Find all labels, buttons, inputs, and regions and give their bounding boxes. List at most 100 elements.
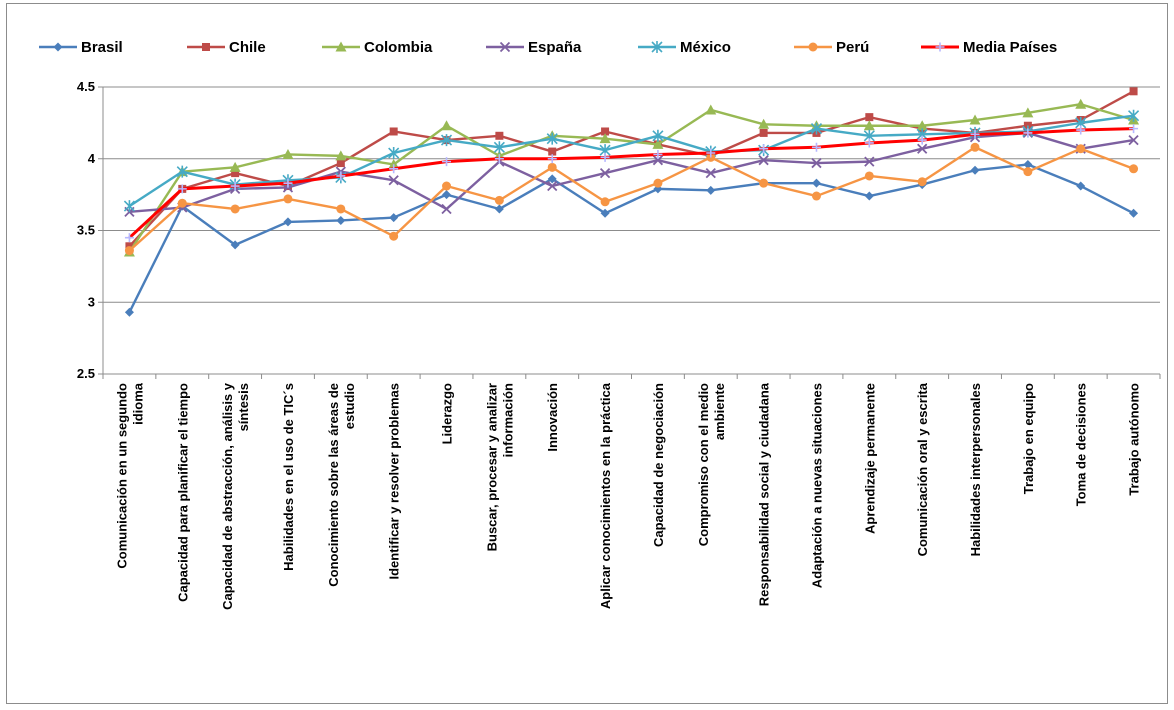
data-point [493,141,505,154]
series-line [128,114,1134,208]
x-tick-label: Buscar, procesar y analizarinformación [484,383,515,551]
data-point [336,204,346,214]
data-point [389,231,399,241]
data-point [494,204,504,214]
legend-item-media-paises: Media Países [921,39,1057,56]
legend-marker [651,41,663,53]
legend-label: Colombia [364,39,433,56]
data-point [1022,107,1034,118]
data-point [1128,134,1139,146]
data-point [177,184,187,194]
data-point [706,148,716,158]
legend-item-mexico: México [638,39,731,56]
x-tick-label: Comunicación en un segundoidioma [114,382,145,568]
series-media-paises [124,124,1139,243]
data-point [124,246,134,256]
legend: Brasil Chile Colombia España México Perú Media… [39,39,1057,56]
x-tick-label: Toma de decisiones [1074,383,1089,506]
data-point [652,155,664,166]
data-point [231,169,240,178]
data-point [388,175,399,186]
data-point [864,138,874,148]
series-layer [123,87,1140,317]
data-point [601,127,610,136]
series-mexico [123,109,1140,213]
x-tick-label: Trabajo autónomo [1127,383,1142,496]
data-point [705,104,717,115]
data-point [758,155,769,166]
legend-marker [499,41,511,53]
series-line [128,127,1134,239]
data-point [1129,164,1139,174]
y-tick-label: 3.5 [77,223,95,238]
y-tick-label: 4 [88,151,96,166]
legend-label: Perú [836,39,869,56]
data-point [758,118,770,129]
data-point [706,185,716,195]
legend-label: España [528,39,582,56]
data-point [759,144,769,154]
data-point [442,190,452,200]
legend-label: Media Países [963,39,1057,56]
line-chart: Brasil Chile Colombia España México Perú Media… [39,39,1161,610]
data-point [1076,125,1086,135]
data-point [811,178,821,188]
data-point [230,181,240,191]
data-point [600,152,610,162]
legend-label: México [680,39,731,56]
data-point [970,129,980,139]
data-point [705,167,716,179]
legend-item-chile: Chile [187,39,266,56]
data-point [970,142,980,152]
data-point [759,178,769,188]
legend-item-espana: España [486,39,582,56]
x-tick-label: Habilidades interpersonales [968,383,983,556]
legend-item-colombia: Colombia [322,39,433,56]
x-tick-label: Trabajo en equipo [1021,383,1036,494]
data-point [1076,144,1086,154]
y-tick-label: 3 [88,294,95,309]
data-point [969,114,981,125]
data-point [230,240,240,250]
data-point [336,159,345,168]
x-axis-ticks: Comunicación en un segundoidioma Capacida… [102,374,1161,610]
data-point [863,120,875,131]
legend-marker [935,42,945,52]
data-point [494,195,504,205]
data-point [1129,87,1138,96]
data-point [652,138,664,149]
data-point [759,128,768,137]
data-point [864,191,874,201]
data-point [283,194,293,204]
data-point [176,165,188,178]
data-point [230,204,240,214]
data-point [970,165,980,175]
x-tick-label: Aprendizaje permanente [862,383,877,534]
data-point [548,147,557,156]
series-line [128,163,1135,313]
series-colombia [123,98,1140,257]
data-point [440,134,453,147]
legend-marker [53,42,63,52]
data-point [283,217,293,227]
data-point [441,203,452,215]
x-tick-label: Capacidad para planificar el tiempo [175,383,190,602]
data-point [1023,159,1033,169]
data-point [917,177,927,187]
x-tick-label: Capacidad de abstracción, análisis ysínt… [220,382,251,610]
data-point [441,120,453,131]
x-tick-label: Compromiso con el medioambiente [696,383,727,546]
data-point [335,150,347,161]
legend-label: Brasil [81,39,123,56]
data-point [388,147,400,160]
series-line [129,131,1134,214]
data-point [864,156,875,167]
data-point [653,149,663,159]
data-point [547,162,557,172]
data-point [1075,98,1087,109]
x-tick-label: Comunicación oral y escrita [915,382,930,556]
data-point [389,127,398,136]
legend-marker [202,43,210,51]
data-point [495,131,504,140]
data-point [124,233,134,243]
